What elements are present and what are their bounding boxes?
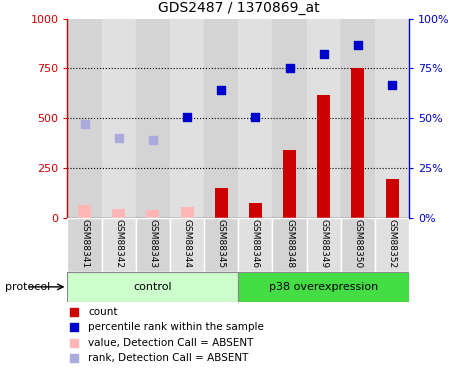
Text: GSM88345: GSM88345 [217, 219, 226, 268]
Point [354, 42, 362, 48]
Bar [238, 19, 272, 217]
Bar [112, 209, 125, 218]
Bar [375, 19, 409, 217]
Bar [249, 202, 262, 217]
Text: percentile rank within the sample: percentile rank within the sample [88, 322, 264, 332]
Text: GSM88344: GSM88344 [183, 219, 192, 268]
Bar [136, 217, 170, 272]
Point [71, 340, 78, 346]
Bar [204, 217, 238, 272]
Text: protocol: protocol [5, 282, 50, 292]
Point [320, 51, 327, 57]
Point [388, 82, 396, 88]
Point [115, 135, 122, 141]
Bar [341, 19, 375, 217]
Bar [283, 150, 296, 217]
Bar [306, 19, 341, 217]
Bar [306, 217, 341, 272]
Bar [385, 179, 399, 218]
Point [71, 324, 78, 330]
Bar [272, 19, 306, 217]
Bar [375, 217, 409, 272]
Point [183, 114, 191, 120]
Text: control: control [133, 282, 172, 292]
Bar [238, 272, 409, 302]
Bar [215, 188, 228, 218]
Bar [101, 19, 136, 217]
Text: count: count [88, 307, 118, 317]
Bar [341, 217, 375, 272]
Bar [67, 272, 238, 302]
Text: GSM88341: GSM88341 [80, 219, 89, 268]
Bar [101, 217, 136, 272]
Bar [317, 95, 330, 218]
Bar [180, 207, 193, 218]
Text: GSM88343: GSM88343 [148, 219, 157, 268]
Bar [136, 19, 170, 217]
Bar [272, 217, 306, 272]
Title: GDS2487 / 1370869_at: GDS2487 / 1370869_at [158, 1, 319, 15]
Text: GSM88349: GSM88349 [319, 219, 328, 268]
Bar [170, 19, 204, 217]
Text: value, Detection Call = ABSENT: value, Detection Call = ABSENT [88, 338, 253, 348]
Bar [146, 210, 159, 218]
Text: GSM88346: GSM88346 [251, 219, 260, 268]
Bar [67, 217, 101, 272]
Bar [204, 19, 238, 217]
Point [252, 114, 259, 120]
Text: p38 overexpression: p38 overexpression [269, 282, 379, 292]
Point [71, 356, 78, 362]
Text: rank, Detection Call = ABSENT: rank, Detection Call = ABSENT [88, 353, 248, 363]
Point [71, 309, 78, 315]
Bar [67, 19, 101, 217]
Point [149, 137, 157, 143]
Text: GSM88352: GSM88352 [388, 219, 397, 268]
Text: GSM88350: GSM88350 [353, 219, 362, 268]
Text: GSM88348: GSM88348 [285, 219, 294, 268]
Bar [78, 205, 91, 218]
Bar [238, 217, 272, 272]
Bar [170, 217, 204, 272]
Point [286, 65, 293, 71]
Point [81, 121, 88, 127]
Bar [352, 68, 365, 218]
Text: GSM88342: GSM88342 [114, 219, 123, 268]
Point [218, 87, 225, 93]
